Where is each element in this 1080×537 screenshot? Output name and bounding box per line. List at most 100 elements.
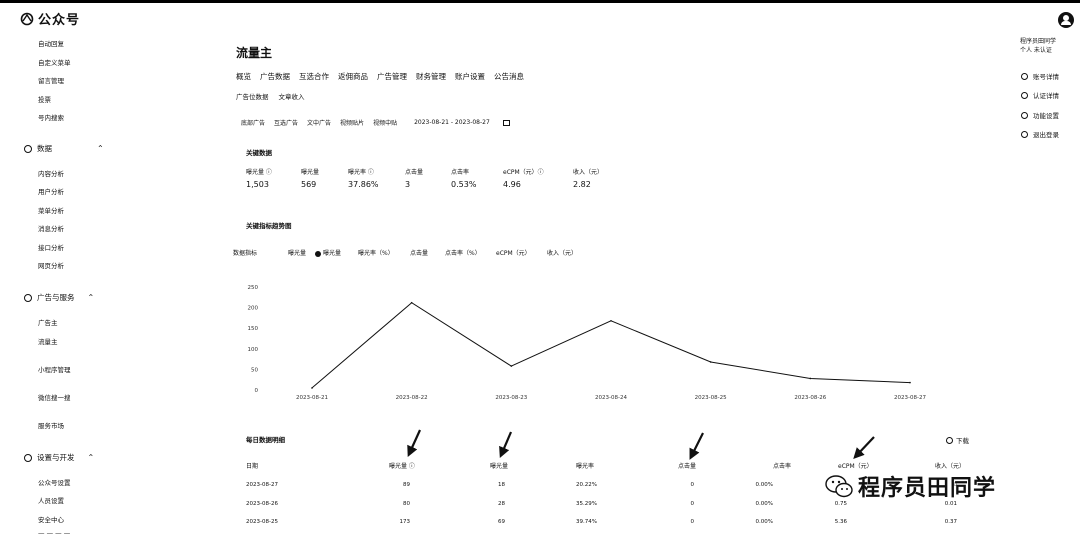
sidebar-item-custom-menu[interactable]: 自定义菜单 [38, 59, 71, 67]
wechat-icon [825, 475, 853, 498]
table-cell: 18 [498, 482, 505, 488]
sidebar-item-auto-reply[interactable]: 自动回复 [38, 40, 64, 48]
table-cell: 0.75 [834, 501, 847, 507]
tab-commission[interactable]: 返佣商品 [338, 72, 368, 81]
function-settings-link[interactable]: 功能设置 [1021, 110, 1059, 120]
col-clicks[interactable]: 点击量 [678, 463, 697, 470]
sidebar-item-search[interactable]: 号内搜索 [38, 114, 64, 122]
sidebar-item-vote[interactable]: 投票 [38, 96, 51, 104]
tab-cooperation[interactable]: 互选合作 [299, 72, 329, 81]
filter-bottom-ad[interactable]: 底部广告 [241, 120, 266, 127]
ads-icon [24, 293, 32, 302]
filter-video-patch[interactable]: 视频贴片 [340, 120, 365, 127]
table-cell: 39.74% [576, 519, 597, 525]
table-cell: 0.00% [755, 482, 773, 488]
subtab-ad-slot-data[interactable]: 广告位数据 [236, 93, 269, 101]
sidebar-item-wechat-search[interactable]: 微信搜一搜 [38, 394, 71, 402]
data-point[interactable] [311, 387, 313, 389]
metric-option-clicks[interactable]: 点击量 [410, 250, 429, 257]
sidebar-item-more[interactable]: — — — — [38, 529, 71, 537]
sidebar-item-menu-analysis[interactable]: 菜单分析 [38, 207, 64, 215]
sidebar-item-service-market[interactable]: 服务市场 [38, 422, 64, 430]
kpi-exposure: 曝光量 ⓘ 1,503 [246, 169, 272, 189]
data-point[interactable] [510, 365, 513, 367]
logout-link[interactable]: 退出登录 [1021, 129, 1059, 139]
metric-option-exposure-rate[interactable]: 曝光率（%） [358, 250, 394, 257]
tab-announcements[interactable]: 公告消息 [494, 72, 524, 81]
tab-account-settings[interactable]: 账户设置 [455, 72, 485, 81]
y-tick-label: 50 [251, 367, 258, 373]
account-detail-link[interactable]: 账号详情 [1021, 71, 1059, 81]
account-name: 程序员田同学 [1020, 38, 1057, 45]
user-avatar[interactable] [1058, 12, 1074, 28]
data-point[interactable] [610, 319, 612, 322]
download-button[interactable]: 下载 [946, 435, 969, 445]
key-data-title: 关键数据 [246, 149, 272, 157]
kpi-clicks: 点击量 3 [405, 169, 424, 189]
account-info: 程序员田同学 个人 未认证 [1020, 37, 1056, 55]
sidebar-section-dev[interactable]: 设置与开发 ⌃ [24, 452, 94, 463]
sidebar-item-account-settings[interactable]: 公众号设置 [38, 479, 71, 487]
sidebar-item-security[interactable]: 安全中心 [38, 516, 64, 524]
x-tick-label: 2023-08-25 [695, 395, 727, 401]
sidebar-item-message-analysis[interactable]: 消息分析 [38, 225, 64, 233]
sidebar-item-advertiser[interactable]: 广告主 [38, 319, 58, 327]
col-income[interactable]: 收入（元） [935, 463, 966, 470]
col-date: 日期 [246, 463, 259, 470]
col-click-rate[interactable]: 点击率 [773, 463, 792, 470]
sidebar-section-label: 设置与开发 [37, 453, 75, 462]
kpi-click-rate: 点击率 0.53% [451, 169, 477, 189]
sidebar-item-content-analysis[interactable]: 内容分析 [38, 170, 64, 178]
table-cell: 0 [690, 519, 695, 525]
metric-option-impressions[interactable]: 曝光量 [315, 248, 341, 257]
top-border [0, 0, 1080, 3]
col-ecpm[interactable]: eCPM（元） [838, 463, 873, 470]
x-axis: 2023-08-21 2023-08-22 2023-08-23 2023-08-24… [296, 395, 926, 401]
x-tick-label: 2023-08-23 [495, 395, 527, 401]
sidebar-item-miniprogram[interactable]: 小程序管理 [38, 366, 71, 374]
col-impressions[interactable]: 曝光量 [490, 463, 509, 470]
data-point[interactable] [709, 361, 712, 363]
arrow-ecpm [853, 436, 875, 459]
kpi-exposure-rate: 曝光率 ⓘ 37.86% [348, 169, 379, 189]
data-point[interactable] [909, 381, 911, 384]
sidebar-item-comments[interactable]: 留言管理 [38, 77, 64, 85]
col-exposure-rate[interactable]: 曝光率 [576, 463, 595, 470]
logo-icon [20, 12, 34, 25]
data-point[interactable] [809, 377, 812, 380]
subtab-article-income[interactable]: 文章收入 [278, 93, 305, 101]
y-axis: 250 200 150 100 50 0 [248, 285, 259, 394]
chevron-up-icon: ⌃ [97, 144, 104, 153]
col-exposure[interactable]: 曝光量 ⓘ [389, 463, 415, 470]
radio-selected-icon [315, 250, 321, 257]
sidebar-section-data[interactable]: 数据 ⌃ [24, 143, 104, 154]
verification-link[interactable]: 认证详情 [1021, 90, 1059, 100]
filter-inline-ad[interactable]: 文中广告 [307, 120, 332, 127]
data-point[interactable] [410, 301, 413, 304]
filter-mutual-ad[interactable]: 互选广告 [274, 120, 299, 127]
watermark: 程序员田同学 [824, 470, 996, 502]
sidebar-item-web-analysis[interactable]: 网页分析 [38, 262, 64, 270]
settings-icon [1021, 111, 1028, 119]
app-logo[interactable]: 公众号 [20, 9, 80, 28]
calendar-icon[interactable] [502, 119, 510, 126]
metric-option-click-rate[interactable]: 点击率（%） [445, 250, 481, 257]
sidebar-item-user-analysis[interactable]: 用户分析 [38, 188, 64, 196]
table-cell: 173 [399, 519, 411, 525]
date-range[interactable]: 2023-08-21 - 2023-08-27 [414, 119, 490, 126]
sidebar-item-people-settings[interactable]: 人员设置 [38, 497, 64, 505]
sidebar-section-ads[interactable]: 广告与服务 ⌃ [24, 292, 94, 303]
tab-finance[interactable]: 财务管理 [416, 72, 446, 81]
metric-option-income[interactable]: 收入（元） [547, 250, 578, 257]
y-tick-label: 250 [248, 285, 259, 291]
tab-ad-manage[interactable]: 广告管理 [377, 72, 407, 81]
filter-video-mid[interactable]: 视频中贴 [373, 120, 398, 127]
sidebar-item-publisher[interactable]: 流量主 [38, 338, 58, 346]
x-tick-label: 2023-08-21 [296, 395, 328, 401]
metric-option-ecpm[interactable]: eCPM（元） [496, 250, 531, 257]
tab-overview[interactable]: 概览 [236, 72, 251, 81]
tab-ad-data[interactable]: 广告数据 [260, 72, 290, 81]
verify-icon [1021, 91, 1028, 99]
sidebar-item-api-analysis[interactable]: 接口分析 [38, 244, 64, 252]
metric-option-exposure[interactable]: 曝光量 [288, 250, 307, 257]
